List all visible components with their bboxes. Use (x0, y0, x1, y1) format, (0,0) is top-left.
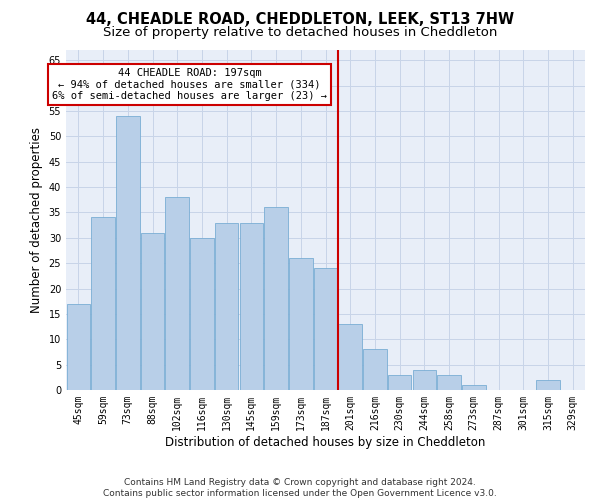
Text: 44 CHEADLE ROAD: 197sqm
← 94% of detached houses are smaller (334)
6% of semi-de: 44 CHEADLE ROAD: 197sqm ← 94% of detache… (52, 68, 327, 101)
Bar (338, 324, 362, 390)
Bar (239, 222, 263, 390)
Bar (314, 268, 337, 390)
Bar (437, 375, 461, 390)
Bar (289, 258, 313, 390)
Bar (116, 116, 140, 390)
Bar (141, 232, 164, 390)
Bar (462, 385, 485, 390)
Bar (190, 238, 214, 390)
Bar (363, 350, 386, 390)
Text: 44, CHEADLE ROAD, CHEDDLETON, LEEK, ST13 7HW: 44, CHEADLE ROAD, CHEDDLETON, LEEK, ST13… (86, 12, 514, 28)
Bar (536, 380, 560, 390)
Text: Contains HM Land Registry data © Crown copyright and database right 2024.
Contai: Contains HM Land Registry data © Crown c… (103, 478, 497, 498)
Bar (413, 370, 436, 390)
Bar (265, 208, 288, 390)
Text: Size of property relative to detached houses in Cheddleton: Size of property relative to detached ho… (103, 26, 497, 39)
Bar (67, 304, 90, 390)
Bar (166, 197, 189, 390)
Bar (388, 375, 412, 390)
Bar (91, 218, 115, 390)
Y-axis label: Number of detached properties: Number of detached properties (30, 127, 43, 313)
Bar (215, 222, 238, 390)
X-axis label: Distribution of detached houses by size in Cheddleton: Distribution of detached houses by size … (166, 436, 485, 448)
